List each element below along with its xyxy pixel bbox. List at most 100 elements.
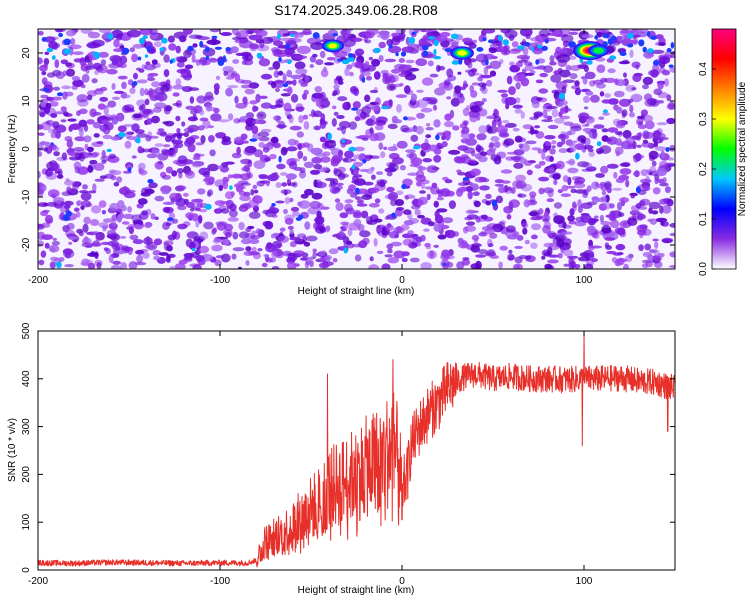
spectrogram-blob (330, 159, 339, 167)
spectrogram-blob (366, 118, 374, 126)
spectrogram-blob (534, 164, 542, 169)
spectrogram-blob (552, 232, 558, 238)
spectrogram-blob (332, 178, 339, 185)
spectrogram-blob (207, 125, 214, 129)
spectrogram-blob (596, 38, 603, 43)
spectrogram-blob (61, 191, 72, 197)
spectrogram-blob (355, 187, 360, 194)
spectrogram-blob (196, 36, 210, 41)
spectrogram-blob (275, 87, 280, 93)
spectrogram-blob (199, 109, 205, 116)
spectrogram-blob (154, 195, 165, 202)
spectrogram-blob (591, 258, 598, 262)
spectrogram-blob (558, 92, 566, 100)
spectrogram-blob (457, 186, 467, 193)
spectrogram-blob (121, 221, 130, 225)
spectrogram-blob (192, 264, 202, 269)
spectrogram-blob (410, 204, 421, 210)
spectrogram-blob (200, 135, 206, 144)
spectrogram-blob (652, 187, 661, 195)
spectrogram-blob (401, 257, 408, 263)
spectrogram-blob (136, 254, 144, 264)
spectrogram-blob (538, 208, 544, 215)
spectrogram-blob (448, 200, 456, 210)
spectrogram-blob (44, 51, 50, 55)
spectrogram-blob (272, 40, 284, 47)
snr-frame (37, 330, 676, 571)
spectrogram-blob (489, 70, 497, 77)
spectrogram-blob (500, 45, 505, 51)
spectrogram-blob (279, 227, 286, 232)
spectrogram-blob (163, 106, 171, 115)
spectrogram-blob (204, 176, 215, 183)
spectrogram-blob (364, 60, 370, 67)
spectrogram-blob (536, 97, 543, 101)
spectrogram-blob (124, 140, 132, 149)
spectrogram-blob (643, 93, 653, 101)
spectrogram-blob (295, 107, 304, 112)
spectrogram-blob (198, 245, 210, 254)
spectrogram-blob (121, 205, 127, 212)
spectrogram-blob (416, 182, 422, 187)
spectrogram-blob (481, 98, 487, 103)
spectrogram-blob (120, 94, 131, 99)
spectrogram-blob (669, 232, 675, 237)
spectrogram-blob (368, 264, 380, 269)
spectrogram-blob (539, 72, 548, 78)
spectrogram-blob (253, 189, 259, 194)
spectrogram-blob (260, 102, 272, 109)
spectrogram-blob (197, 125, 205, 131)
spectrogram-blob (411, 31, 416, 35)
spectrogram-blob (185, 170, 196, 179)
spectrogram-blob (386, 186, 395, 193)
spectrogram-blob (129, 234, 139, 240)
spectrogram-blob (264, 157, 271, 162)
spectrogram-blob (631, 29, 642, 36)
spectrogram-blob (38, 240, 44, 247)
spectrogram-blob (543, 187, 554, 194)
spectrogram-blob (398, 58, 405, 63)
spectrogram-blob (172, 92, 180, 97)
spectrogram-blob (123, 213, 134, 219)
spectrogram-blob (167, 35, 175, 43)
y-tick-label: 100 (21, 513, 32, 530)
spectrogram-blob (415, 125, 424, 135)
spectrogram-blob (297, 201, 303, 207)
spectrogram-blob (560, 115, 570, 120)
spectrogram-blob (333, 111, 339, 116)
x-tick-label: 0 (399, 576, 405, 587)
spectrogram-blob (394, 63, 406, 70)
spectrogram-blob (151, 115, 160, 124)
spectrogram-blob (102, 218, 115, 223)
spectrogram-blob (486, 79, 493, 87)
spectrogram-blob (538, 160, 546, 166)
spectrogram-blob (46, 47, 54, 53)
spectrogram-blob (561, 46, 568, 54)
spectrogram-blob (379, 179, 386, 188)
spectrogram-blob (78, 231, 84, 237)
spectrogram-blob (519, 157, 528, 164)
spectrogram-blob (644, 243, 652, 251)
spectrogram-blob (518, 143, 523, 149)
spectrogram-blob (375, 124, 384, 131)
spectrogram-x-ticks: -200 -100 0 100 (28, 29, 593, 286)
spectrogram-blob (165, 222, 172, 227)
spectrogram-blob (55, 131, 61, 139)
spectrogram-blob (243, 140, 249, 144)
spectrogram-blob (90, 219, 100, 226)
spectrogram-blob (541, 119, 554, 123)
spectrogram-blob (465, 209, 475, 215)
spectrogram-blob (91, 39, 105, 47)
spectrogram-blob (255, 93, 261, 103)
spectrogram-blob (483, 66, 489, 75)
spectrogram-blob (350, 193, 358, 198)
spectrogram-blob (391, 212, 396, 218)
spectrogram-blob (53, 151, 60, 157)
spectrogram-blob (83, 216, 91, 225)
spectrogram-blob (545, 105, 558, 110)
spectrogram-blob (395, 94, 408, 99)
spectrogram-blob (199, 56, 208, 66)
spectrogram-blob (600, 196, 607, 202)
spectrogram-blob (548, 29, 556, 32)
spectrogram-blob (309, 200, 321, 209)
